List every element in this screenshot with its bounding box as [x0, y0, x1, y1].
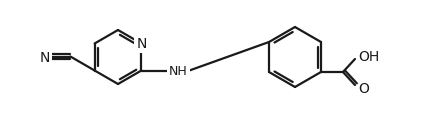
Text: O: O: [358, 81, 369, 95]
Text: N: N: [39, 50, 50, 64]
Text: NH: NH: [169, 64, 188, 77]
Text: N: N: [136, 37, 147, 51]
Text: OH: OH: [358, 50, 379, 63]
